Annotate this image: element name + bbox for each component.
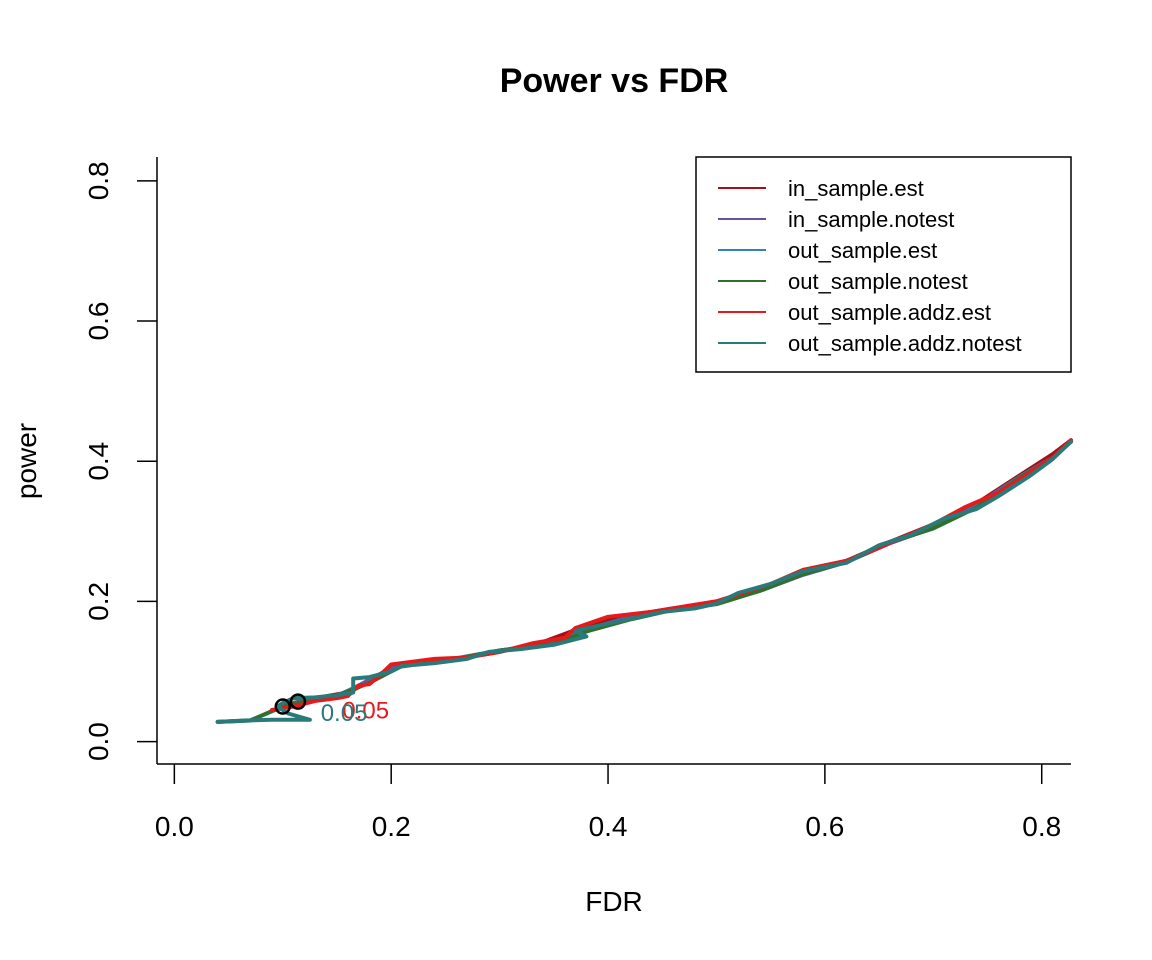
threshold-label: 0.05	[321, 700, 368, 727]
legend-label: in_sample.notest	[788, 207, 954, 232]
threshold-marker	[274, 698, 292, 715]
y-tick-label: 0.4	[83, 442, 114, 481]
x-tick-label: 0.0	[155, 811, 194, 842]
threshold-marker	[289, 693, 307, 710]
x-tick-label: 0.4	[589, 811, 628, 842]
annotations-layer: 0.050.05	[321, 697, 389, 727]
legend-label: out_sample.addz.notest	[788, 331, 1022, 356]
y-tick-label: 0.6	[83, 302, 114, 341]
legend: in_sample.est in_sample.notest out_sample.…	[695, 156, 1072, 373]
series-line-out-sample-est	[215, 439, 1073, 724]
legend-box	[695, 156, 1072, 373]
legend-label: out_sample.notest	[788, 269, 968, 294]
legend-label: out_sample.est	[788, 238, 937, 263]
x-tick-label: 0.8	[1022, 811, 1061, 842]
x-tick-label: 0.2	[372, 811, 411, 842]
chart-title: Power vs FDR	[500, 62, 729, 100]
x-tick-label: 0.6	[805, 811, 844, 842]
series-line-out-sample-addz-notest	[215, 439, 1073, 724]
y-tick-label: 0.2	[83, 582, 114, 621]
x-axis-label: FDR	[585, 886, 643, 917]
series-line-out-sample-notest	[215, 439, 1073, 724]
series-layer	[215, 438, 1073, 724]
y-axis-label: power	[11, 423, 42, 499]
legend-label: in_sample.est	[788, 176, 924, 201]
y-tick-label: 0.0	[83, 722, 114, 761]
markers-layer	[274, 693, 307, 715]
y-tick-label: 0.8	[83, 161, 114, 200]
legend-label: out_sample.addz.est	[788, 300, 991, 325]
axes: 0.0 0.2 0.4 0.6 0.8 0.0 0.2 0.4 0.6 0.8	[83, 157, 1071, 842]
threshold-label: 0.05	[342, 697, 389, 724]
